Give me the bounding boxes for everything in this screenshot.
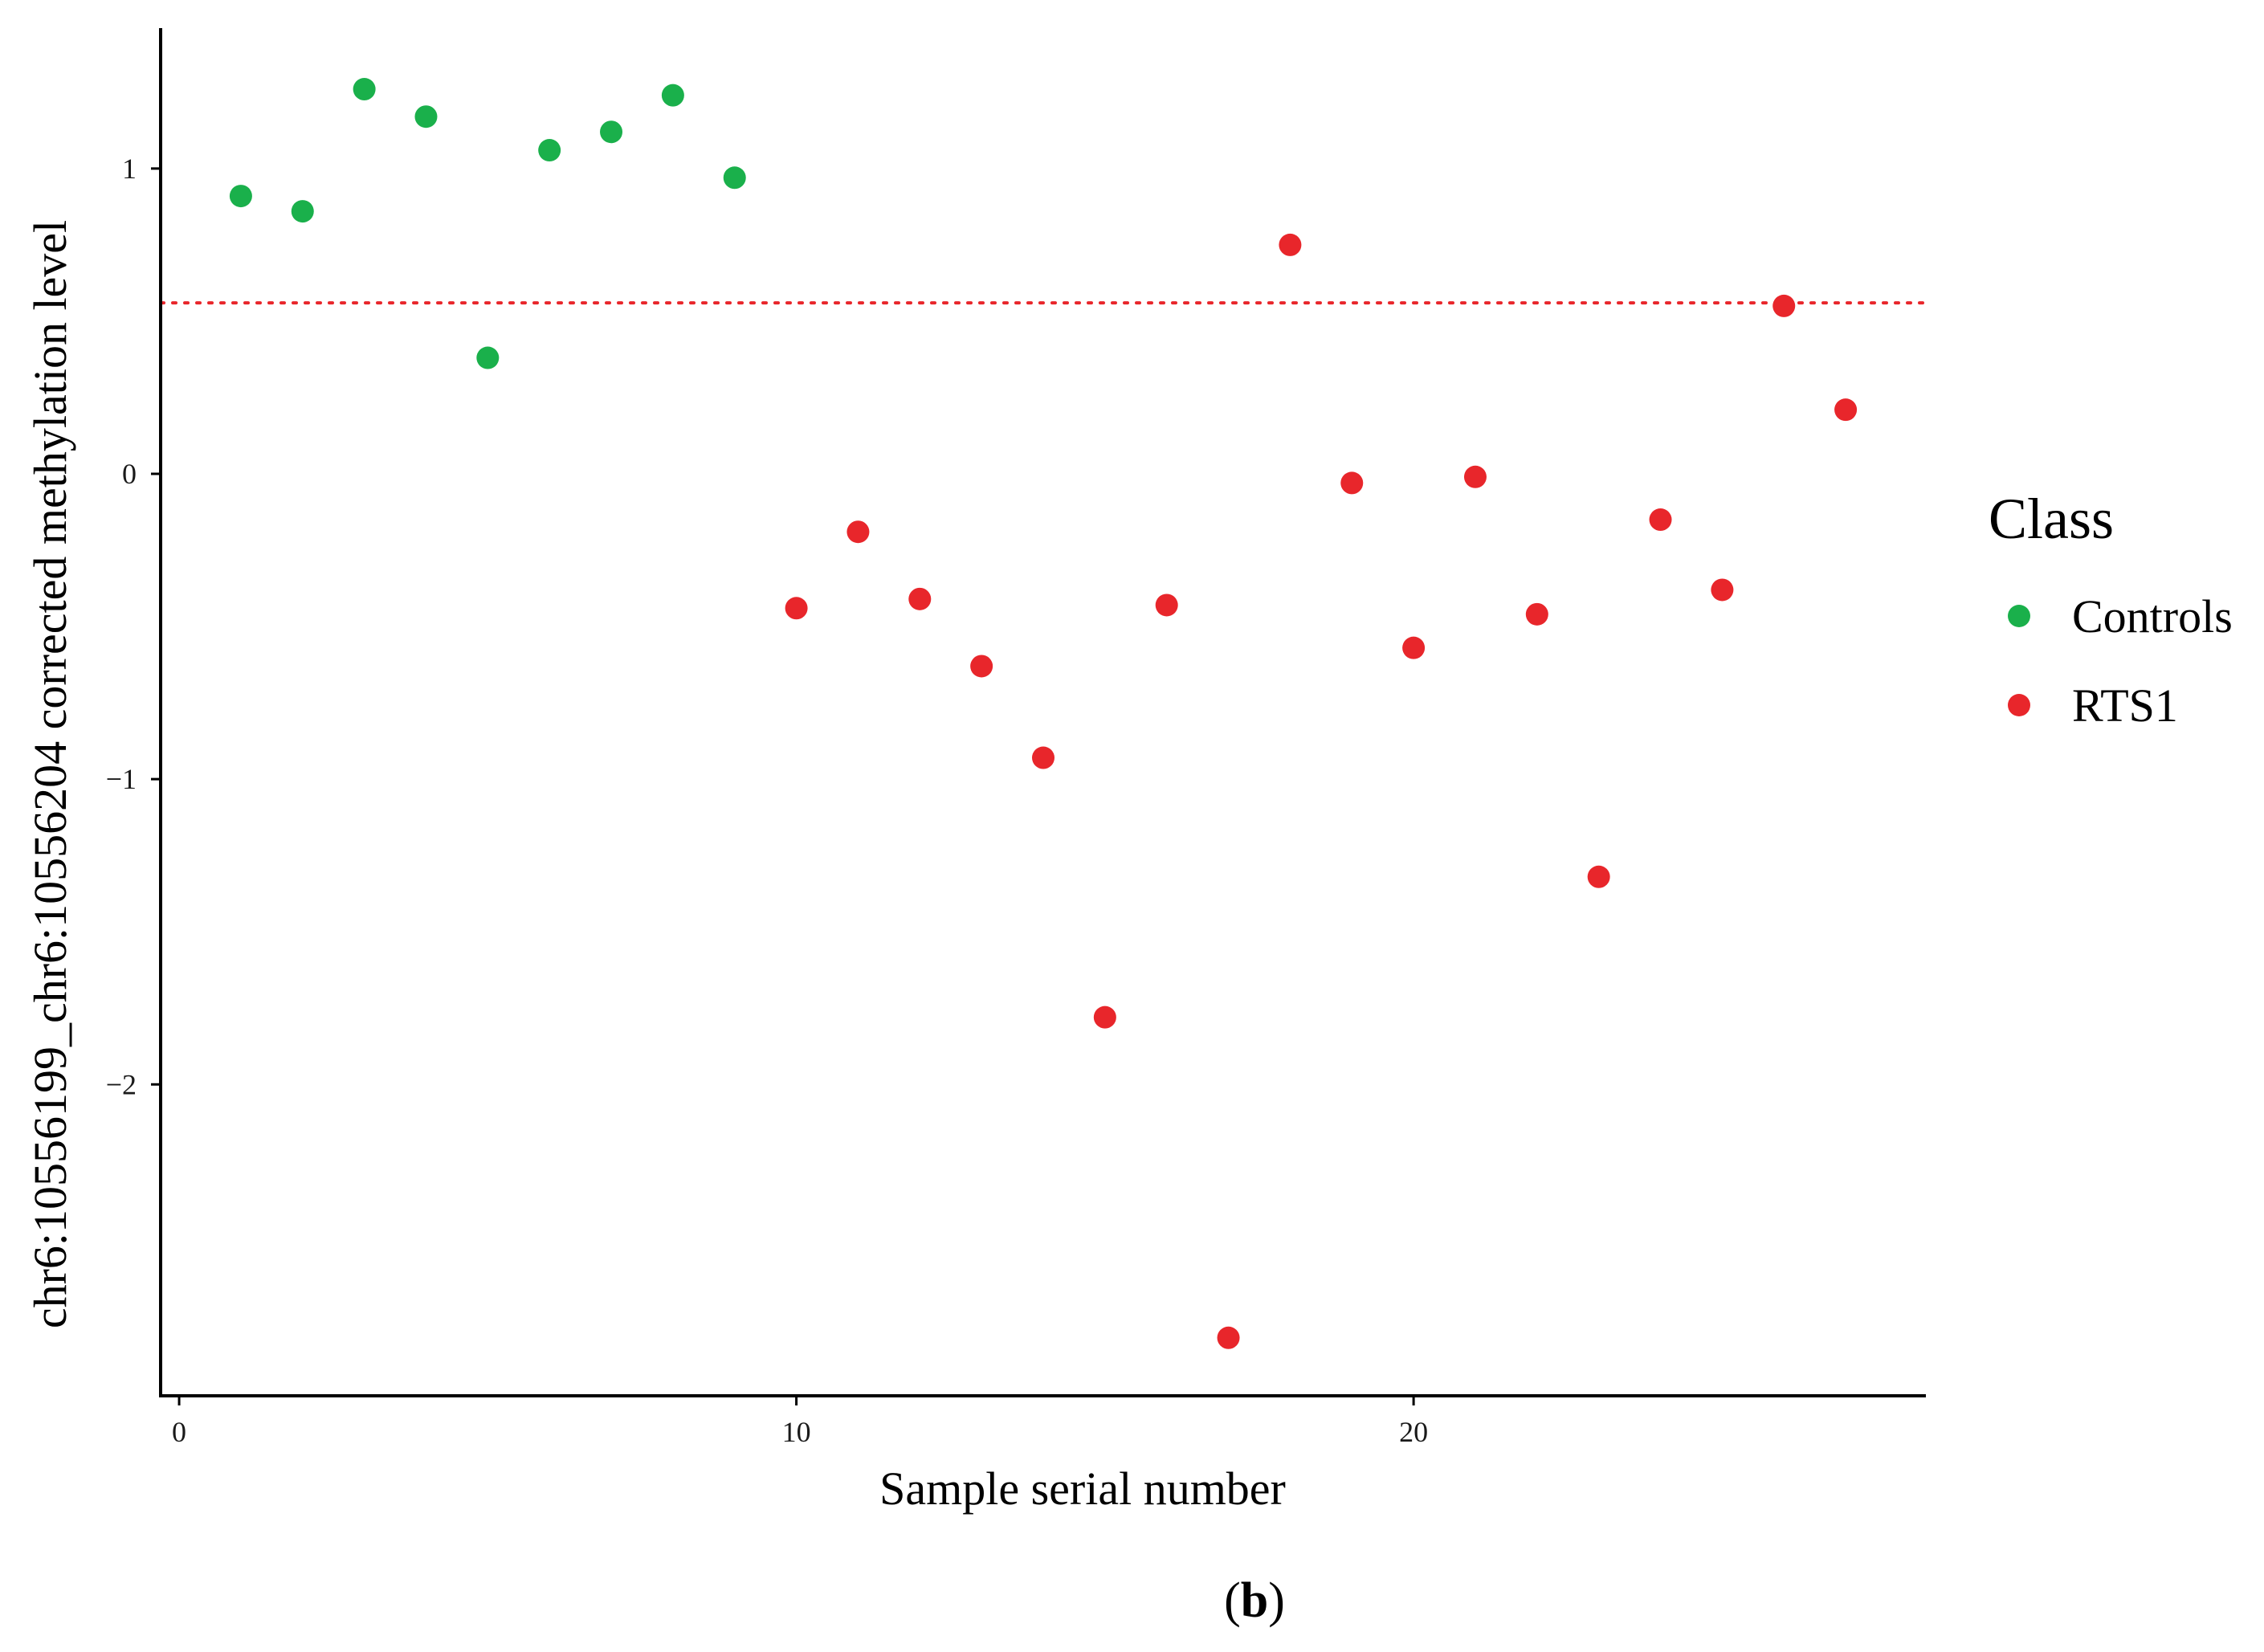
data-point: [785, 597, 808, 620]
data-point: [1711, 578, 1734, 602]
panel-label: (b): [1224, 1573, 1285, 1628]
y-axis-title: chr6:10556199_chr6:10556204 corrected me…: [24, 220, 76, 1328]
x-tick-label: 20: [1399, 1416, 1428, 1448]
data-point: [229, 185, 252, 208]
data-point: [1402, 636, 1426, 659]
data-point: [1217, 1326, 1240, 1349]
data-point: [1340, 471, 1364, 495]
data-point: [600, 120, 623, 144]
series-controls: [229, 78, 746, 369]
y-tick-label: 1: [122, 153, 137, 185]
panel-label-close-paren: ): [1268, 1573, 1285, 1628]
data-point: [723, 166, 746, 190]
data-point: [1032, 746, 1054, 769]
data-point: [970, 655, 993, 678]
data-point: [1279, 233, 1302, 256]
x-tick-label: 10: [782, 1416, 811, 1448]
data-point: [1525, 602, 1548, 626]
legend-label-rts1: RTS1: [2072, 679, 2178, 732]
data-point: [1587, 865, 1610, 888]
data-point: [538, 139, 561, 162]
data-point: [1834, 398, 1858, 422]
x-axis-title: Sample serial number: [879, 1462, 1286, 1515]
data-point: [1093, 1005, 1116, 1029]
data-point: [291, 200, 314, 223]
data-point: [846, 520, 870, 544]
legend-label-controls: Controls: [2072, 590, 2233, 642]
panel-label-open-paren: (: [1224, 1573, 1241, 1628]
data-point: [1772, 294, 1796, 317]
data-point: [353, 78, 376, 101]
legend-title: Class: [1989, 487, 2114, 551]
data-point: [414, 105, 438, 128]
data-point: [661, 84, 684, 107]
x-tick-label: 0: [172, 1416, 186, 1448]
legend-marker-rts1: [2008, 694, 2030, 716]
y-tick-label: 0: [122, 458, 137, 490]
y-tick-label: −2: [106, 1068, 137, 1100]
data-point: [476, 346, 500, 369]
data-point: [908, 587, 932, 610]
y-tick-label: −1: [106, 763, 137, 795]
legend: Class Controls RTS1: [1989, 487, 2233, 732]
panel-label-letter: b: [1241, 1573, 1268, 1628]
data-points: [229, 78, 1858, 1349]
axes: [159, 28, 1926, 1397]
data-point: [1463, 465, 1487, 488]
data-point: [1155, 593, 1178, 617]
legend-marker-controls: [2008, 605, 2030, 627]
series-rts1: [785, 233, 1858, 1349]
legend-items: Controls RTS1: [2008, 590, 2233, 732]
data-point: [1649, 508, 1672, 532]
